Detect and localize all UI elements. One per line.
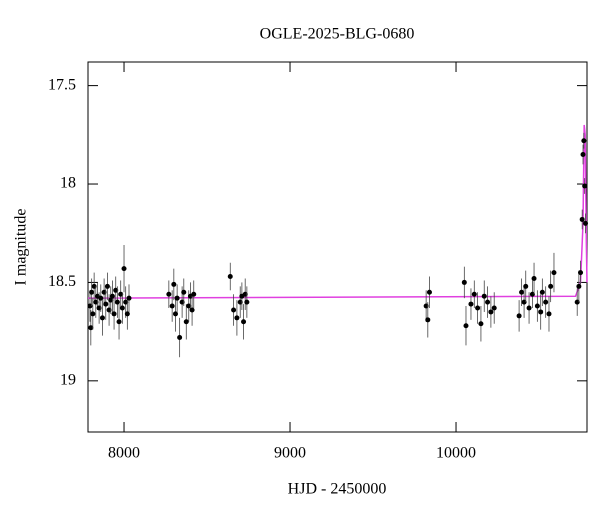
data-point — [166, 291, 172, 297]
data-point — [101, 289, 107, 295]
plot-frame — [87, 61, 588, 433]
data-point — [461, 279, 467, 285]
data-point — [241, 319, 247, 325]
data-point — [471, 291, 477, 297]
data-point — [576, 283, 582, 289]
data-point — [179, 299, 185, 305]
data-point — [581, 138, 587, 144]
data-point — [114, 299, 120, 305]
data-point — [423, 303, 429, 309]
x-axis-label: HJD - 2450000 — [288, 481, 387, 498]
data-point — [171, 281, 177, 287]
data-point — [174, 295, 180, 301]
data-point — [96, 305, 102, 311]
data-point — [583, 220, 589, 226]
data-point — [534, 303, 540, 309]
data-point — [231, 307, 237, 313]
data-point — [234, 315, 240, 321]
data-point — [106, 307, 112, 313]
data-point — [539, 289, 545, 295]
data-point — [118, 291, 124, 297]
data-point — [529, 291, 535, 297]
data-point — [475, 305, 481, 311]
data-point — [93, 299, 99, 305]
data-point — [488, 309, 494, 315]
y-tick-label: 17.5 — [48, 76, 76, 93]
data-point — [478, 321, 484, 327]
data-point — [521, 299, 527, 305]
data-point — [111, 311, 117, 317]
data-point — [109, 293, 115, 299]
data-point — [227, 274, 233, 280]
data-point — [169, 303, 175, 309]
y-tick-label: 18.5 — [48, 273, 76, 290]
data-point — [91, 283, 97, 289]
data-point — [538, 309, 544, 315]
data-point — [124, 311, 130, 317]
data-point — [485, 299, 491, 305]
x-tick-label: 9000 — [274, 445, 306, 462]
x-tick-label: 8000 — [108, 445, 140, 462]
data-point — [516, 313, 522, 319]
data-point — [121, 266, 127, 272]
data-point — [551, 270, 557, 276]
data-point — [543, 299, 549, 305]
data-point — [90, 311, 96, 317]
data-point — [113, 287, 119, 293]
data-point — [119, 305, 125, 311]
data-point — [481, 293, 487, 299]
data-point — [548, 283, 554, 289]
data-point — [123, 299, 129, 305]
data-point — [237, 299, 243, 305]
data-point — [491, 305, 497, 311]
data-point — [425, 317, 431, 323]
data-point — [526, 305, 532, 311]
data-point — [519, 289, 525, 295]
data-point — [104, 283, 110, 289]
data-point — [580, 152, 586, 157]
data-point — [89, 289, 95, 295]
data-point — [574, 299, 580, 305]
data-point — [172, 311, 178, 317]
data-point — [244, 299, 250, 305]
data-point — [98, 295, 104, 301]
data-point — [116, 319, 122, 325]
data-point — [186, 303, 192, 309]
model-curve — [87, 124, 588, 299]
y-tick-label: 18 — [60, 175, 76, 192]
data-point — [242, 291, 248, 297]
data-point — [426, 289, 432, 295]
x-tick-label: 10000 — [436, 445, 476, 462]
data-point — [582, 183, 588, 189]
data-point — [87, 303, 93, 309]
data-point — [546, 311, 552, 317]
data-point — [189, 307, 195, 313]
chart-title: OGLE-2025-BLG-0680 — [260, 26, 415, 43]
data-point — [579, 216, 585, 222]
data-point — [183, 319, 189, 325]
data-point — [126, 295, 132, 301]
data-point — [531, 275, 537, 281]
data-point — [523, 283, 529, 289]
data-point — [88, 325, 94, 331]
data-point — [191, 291, 197, 297]
data-point — [468, 301, 474, 307]
data-point — [99, 315, 105, 321]
data-point — [463, 323, 469, 329]
y-tick-label: 19 — [60, 372, 76, 389]
y-axis-label: I magnitude — [13, 209, 30, 286]
data-point — [578, 270, 584, 276]
data-point — [181, 289, 187, 295]
data-point — [177, 335, 183, 341]
data-point — [108, 297, 114, 303]
data-point — [103, 301, 109, 307]
